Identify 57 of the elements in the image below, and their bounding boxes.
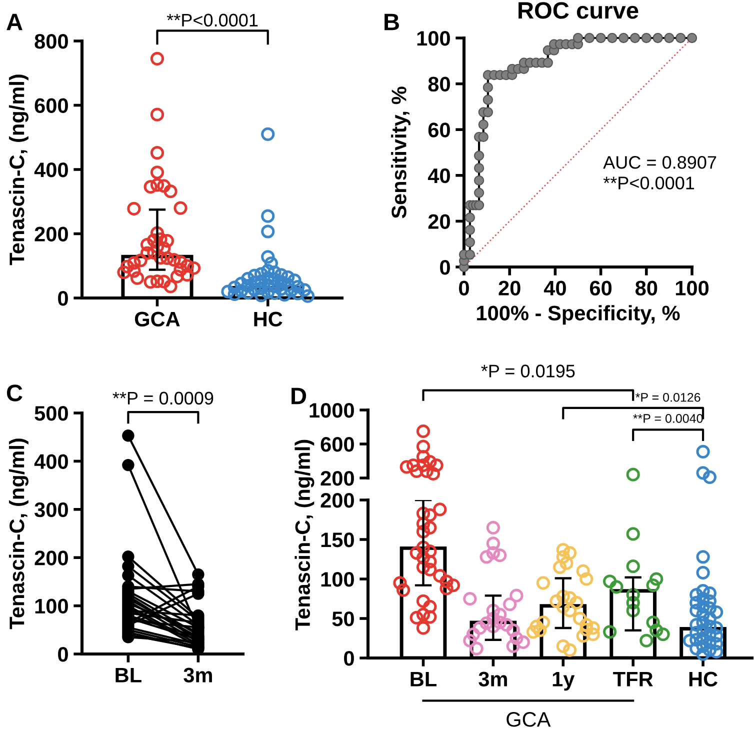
y-tick-label: 50 xyxy=(332,612,354,626)
text: **P = 0.0009 xyxy=(112,392,214,405)
y-tick-label: 300 xyxy=(34,502,68,518)
text: GCA xyxy=(506,712,551,727)
y-tick-label: 600 xyxy=(320,437,354,452)
y-tick-label: 500 xyxy=(34,406,68,421)
y-tick-label: 0 xyxy=(440,260,450,275)
x-tick-label: BL xyxy=(116,668,142,682)
y-tick-label: 100 xyxy=(321,572,354,587)
chart-title: ROC curve xyxy=(518,2,638,19)
y-tick-label: 0 xyxy=(344,651,354,666)
text: **P<0.0001 xyxy=(166,14,258,27)
y-axis-title: Tenascin-C, (ng/ml) xyxy=(8,438,28,630)
y-tick-label: 0 xyxy=(58,647,68,662)
x-tick-label: 20 xyxy=(498,280,520,296)
y-tick-label: 20 xyxy=(428,214,450,229)
y-tick-label: 100 xyxy=(417,31,450,46)
y-tick-label: 200 xyxy=(34,226,68,242)
y-tick-label: 400 xyxy=(34,454,68,469)
x-tick-label: 100 xyxy=(676,280,709,296)
y-tick-label: 80 xyxy=(428,76,450,92)
y-tick-label: 800 xyxy=(34,34,68,49)
x-tick-label: BL xyxy=(410,672,437,686)
y-tick-label: 60 xyxy=(428,122,450,138)
y-tick-label: 200 xyxy=(34,550,68,566)
y-tick-label: 0 xyxy=(58,291,68,306)
x-tick-label: HC xyxy=(689,672,718,686)
x-tick-label: HC xyxy=(254,312,282,326)
x-tick-label: 0 xyxy=(459,280,469,296)
y-tick-label: 150 xyxy=(321,532,354,548)
x-tick-label: 1y xyxy=(552,672,575,691)
x-tick-label: 60 xyxy=(590,280,612,296)
annotation: **P<0.0001 xyxy=(603,176,694,190)
y-tick-label: 40 xyxy=(428,168,450,184)
y-tick-label: 200 xyxy=(320,471,354,486)
x-tick-label: TFR xyxy=(613,672,653,686)
y-axis-title: Tenascin-C, (ng/ml) xyxy=(8,74,28,266)
x-tick-label: 40 xyxy=(544,280,566,296)
y-tick-label: 1000 xyxy=(310,403,354,418)
text: B xyxy=(384,14,399,30)
text: C xyxy=(6,384,22,402)
text: *P = 0.0126 xyxy=(636,392,700,402)
y-tick-label: 600 xyxy=(34,98,68,114)
text: D xyxy=(292,388,306,404)
x-axis-title: 100% - Specificity, % xyxy=(477,305,680,325)
y-axis-title: Sensitivity, % xyxy=(391,86,410,218)
x-tick-label: 3m xyxy=(478,672,507,687)
x-tick-label: 80 xyxy=(635,280,658,296)
y-axis-title: Tenascin-C, (ng/ml) xyxy=(294,440,314,630)
annotation: **P = 0.0040 xyxy=(633,414,703,423)
annotation: AUC = 0.8907 xyxy=(603,156,716,169)
y-tick-label: 200 xyxy=(320,493,354,508)
y-tick-label: 400 xyxy=(34,162,68,178)
text: A xyxy=(6,14,22,30)
x-tick-label: 3m xyxy=(184,668,212,683)
text: *P = 0.0195 xyxy=(481,364,575,378)
y-tick-label: 100 xyxy=(35,598,68,614)
